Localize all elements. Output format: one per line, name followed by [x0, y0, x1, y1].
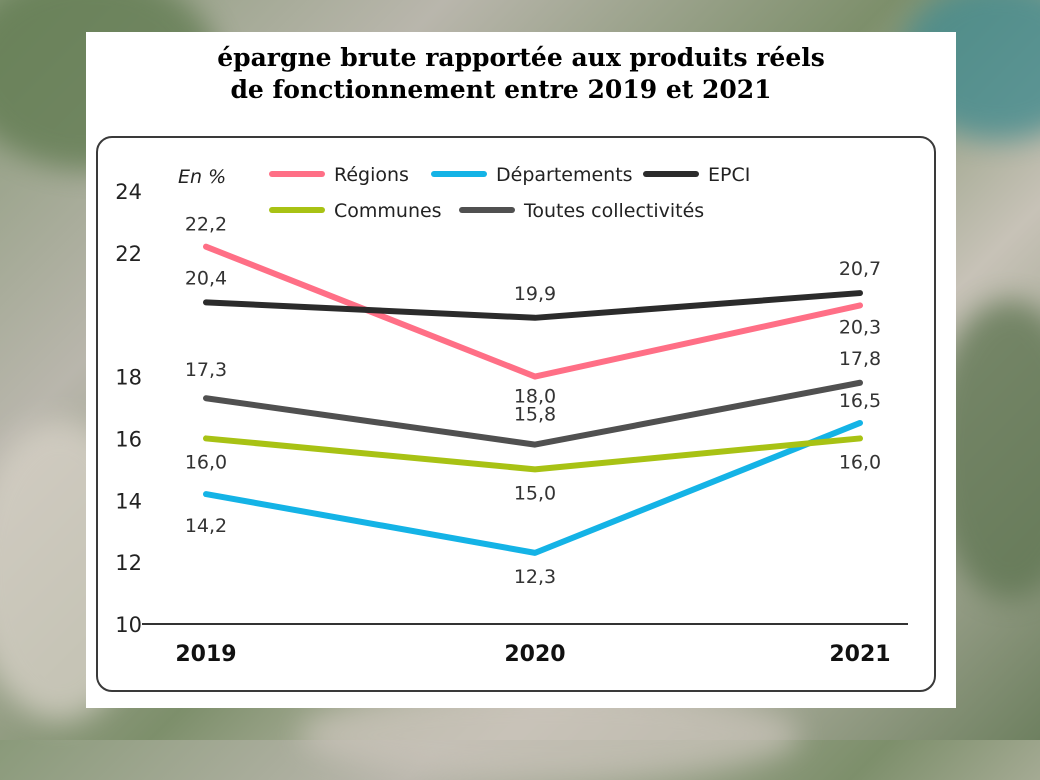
- y-tick-label: 12: [115, 551, 142, 575]
- series-line: [203, 419, 863, 556]
- y-tick-label: 14: [115, 489, 142, 513]
- data-label: 15,0: [514, 482, 556, 504]
- data-label: 16,5: [839, 390, 881, 412]
- legend-label: Toutes collectivités: [523, 200, 704, 222]
- y-tick-label: 24: [115, 180, 142, 204]
- legend-label: EPCI: [708, 164, 750, 186]
- data-label: 18,0: [514, 386, 556, 408]
- chart-card: épargne brute rapportée aux produits rée…: [86, 32, 956, 708]
- y-tick-label: 18: [115, 366, 142, 390]
- data-label: 17,8: [839, 348, 881, 370]
- chart-title: épargne brute rapportée aux produits rée…: [86, 42, 956, 106]
- data-label: 20,4: [185, 267, 227, 289]
- data-label: 15,8: [514, 404, 556, 426]
- x-tick-label: 2021: [829, 642, 890, 667]
- unit-label: En %: [178, 166, 226, 188]
- x-tick-label: 2019: [175, 642, 236, 667]
- x-tick-label: 2020: [504, 642, 565, 667]
- legend-label: Départements: [496, 164, 633, 186]
- chart-frame: [96, 136, 936, 692]
- series-line: [203, 290, 863, 321]
- data-label: 16,0: [839, 451, 881, 473]
- y-tick-label: 10: [115, 613, 142, 637]
- line-chart: En % 24 22 18 16 14 12 10 2019 2020 2021 Régions Dé…: [115, 164, 908, 667]
- legend-label: Régions: [334, 164, 409, 186]
- data-label: 20,7: [839, 258, 881, 280]
- data-label: 19,9: [514, 283, 556, 305]
- data-label: 14,2: [185, 515, 227, 537]
- data-label: 12,3: [514, 566, 556, 588]
- chart-title-line-2: de fonctionnement entre 2019 et 2021: [230, 75, 772, 104]
- legend-label: Communes: [334, 200, 442, 222]
- data-label: 17,3: [185, 359, 227, 381]
- series-line: [203, 435, 863, 473]
- series-line: [203, 243, 863, 380]
- chart-title-line-1: épargne brute rapportée aux produits rée…: [217, 43, 825, 72]
- data-label: 16,0: [185, 451, 227, 473]
- series-line: [203, 379, 863, 448]
- data-label: 20,3: [839, 316, 881, 338]
- y-tick-label: 16: [115, 427, 142, 451]
- data-label: 22,2: [185, 214, 227, 236]
- y-tick-label: 22: [115, 242, 142, 266]
